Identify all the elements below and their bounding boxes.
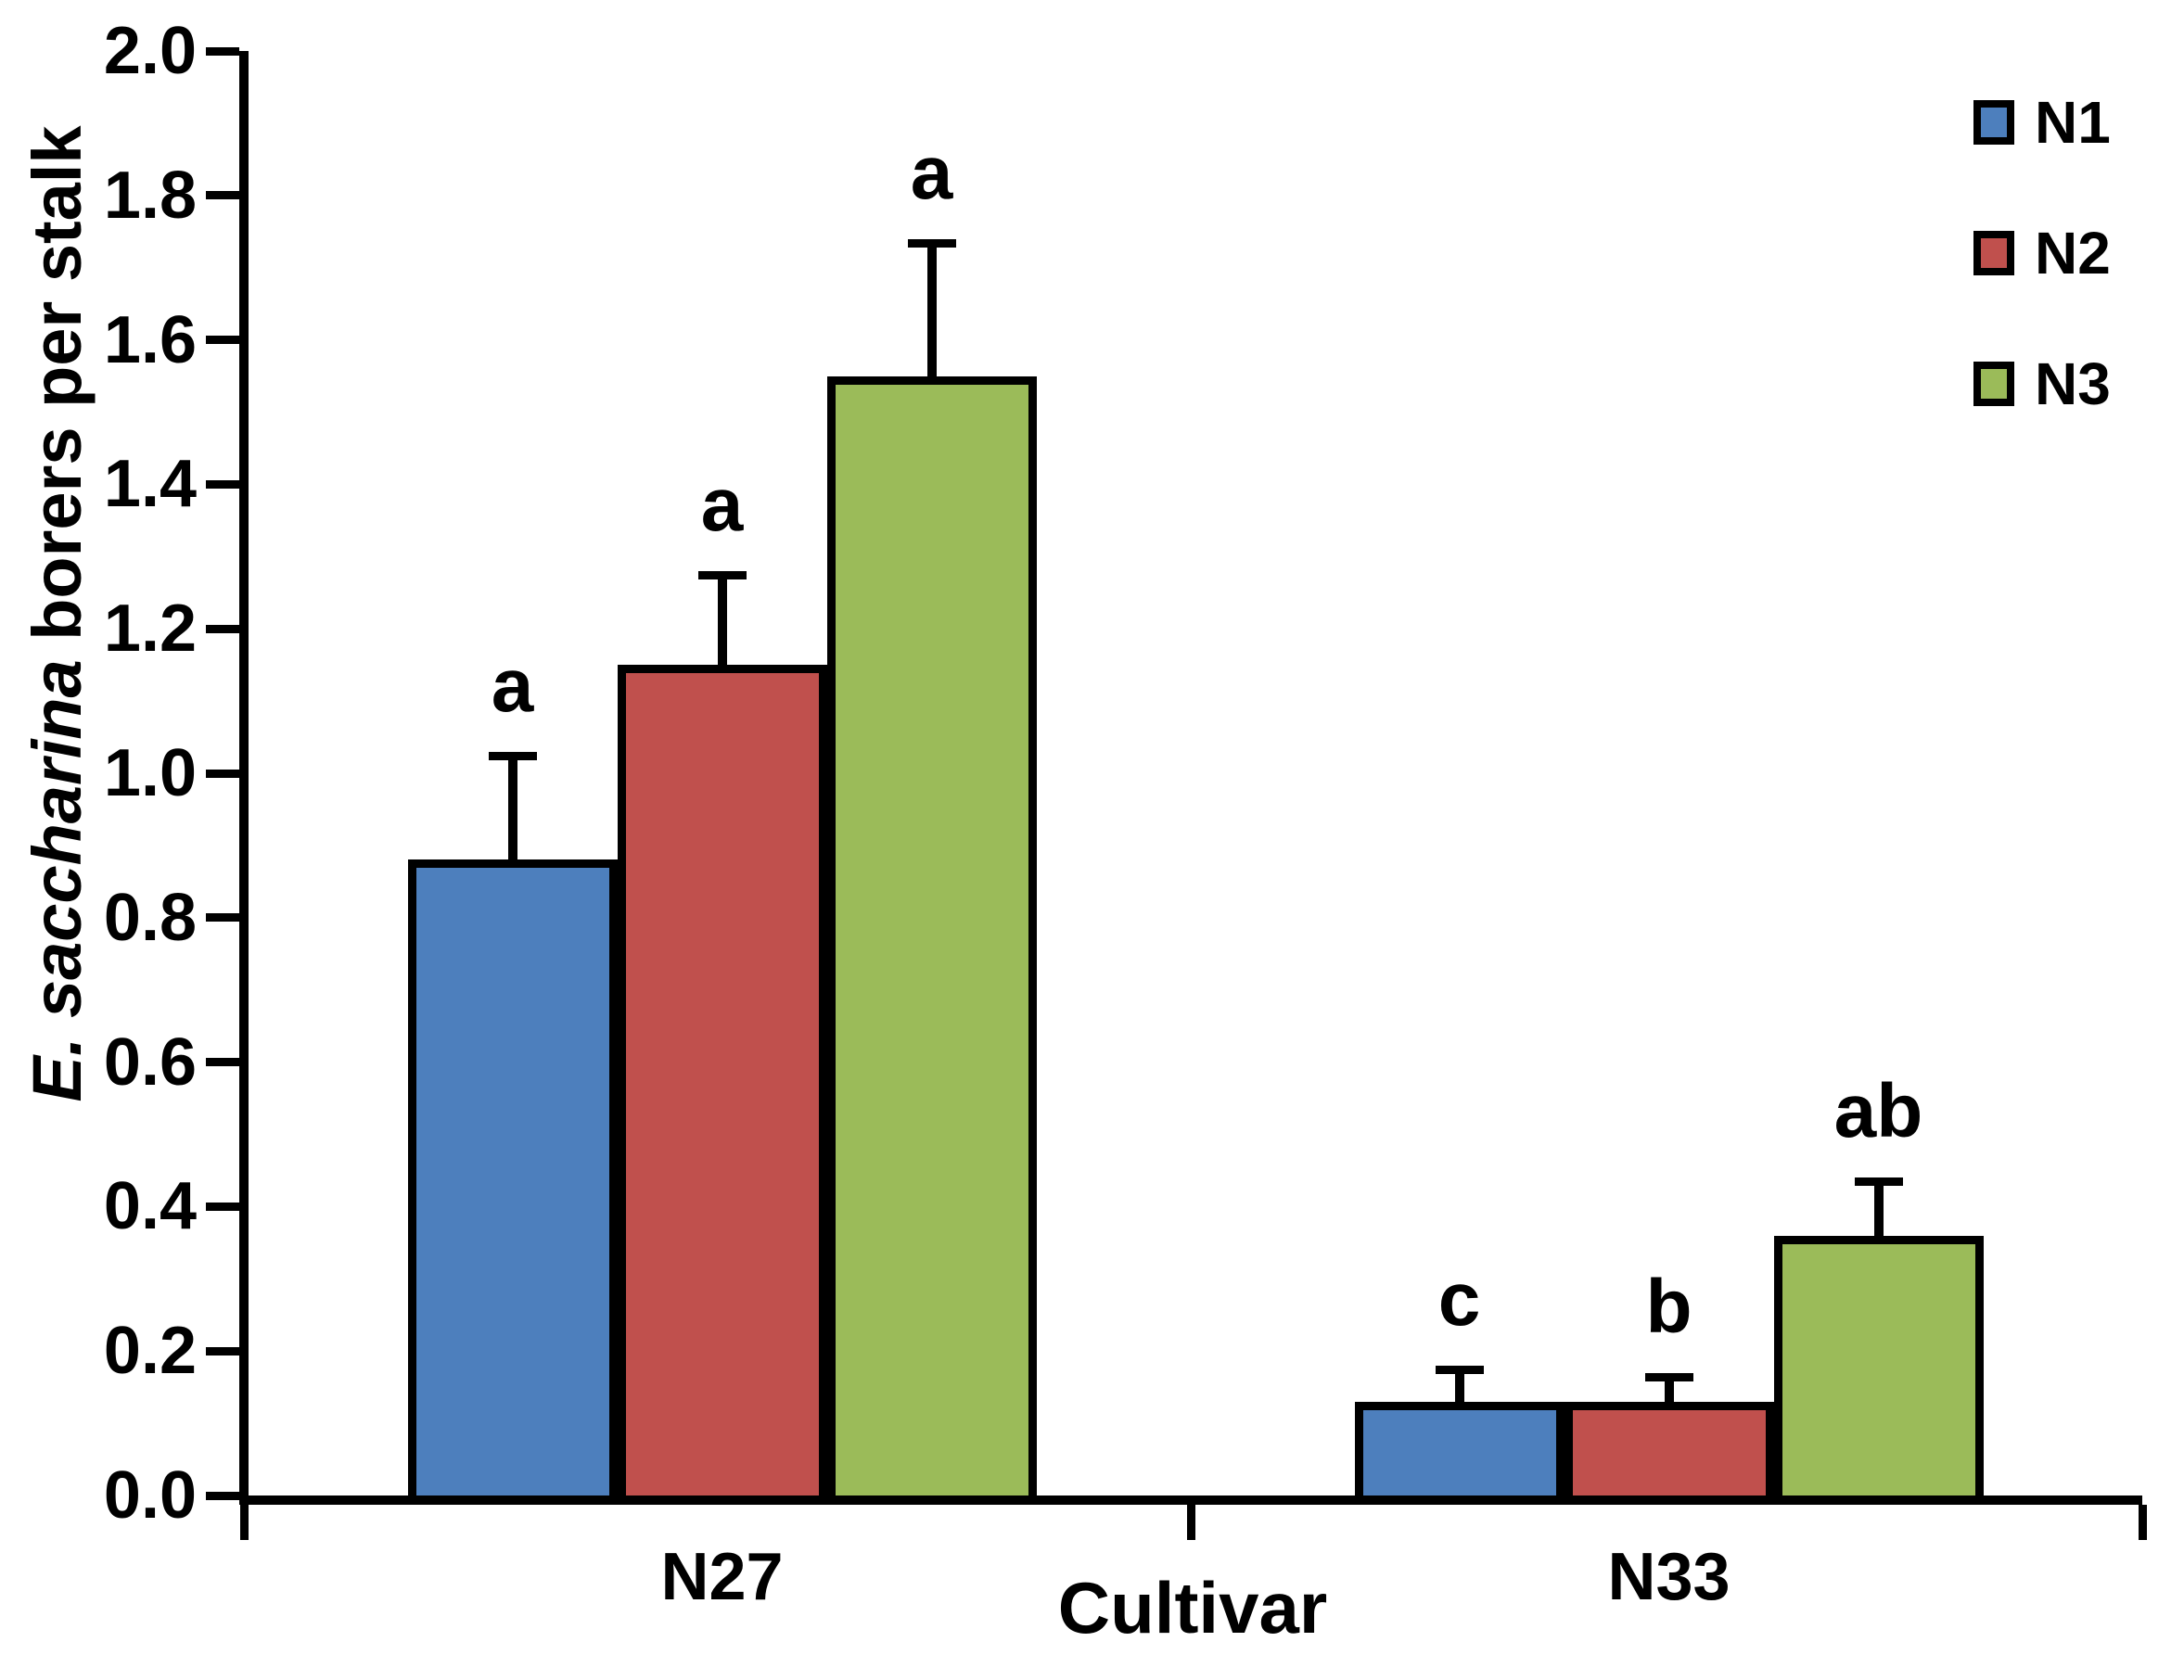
category-label-N33: N33	[1607, 1540, 1731, 1614]
legend-item-N3: N3	[1973, 350, 2111, 417]
y-axis-tick	[206, 336, 239, 345]
y-axis-tick-label: 1.4	[103, 447, 197, 522]
legend-swatch-N1	[1973, 100, 2014, 145]
bar-N27-N1	[407, 859, 618, 1495]
y-axis-tick	[206, 1058, 239, 1067]
category-label-N27: N27	[660, 1540, 784, 1614]
error-bar-N27-N3	[926, 238, 937, 378]
significance-letter-N27-N1: a	[491, 643, 534, 728]
plot-area: a a a c b ab	[239, 51, 2142, 1505]
legend-swatch-N3	[1973, 362, 2014, 406]
bar-N27-N2	[617, 665, 827, 1495]
significance-letter-N33-N1: c	[1437, 1256, 1481, 1342]
error-bar-N33-N2	[1664, 1372, 1674, 1404]
legend-label-N3: N3	[2035, 350, 2111, 417]
y-axis-tick-label: 1.2	[103, 592, 197, 667]
error-bar-cap-N33-N3	[1854, 1177, 1903, 1187]
legend: N1 N2 N3	[1973, 89, 2111, 492]
bar-N33-N2	[1564, 1401, 1774, 1495]
y-axis-tick-label: 0.0	[103, 1458, 197, 1533]
error-bar-N27-N1	[507, 751, 517, 862]
error-bar-N27-N2	[717, 570, 727, 668]
significance-letter-N27-N2: a	[700, 462, 744, 547]
y-axis-tick	[206, 479, 239, 489]
y-axis-tick	[206, 1346, 239, 1355]
legend-swatch-N2	[1973, 231, 2014, 275]
legend-label-N2: N2	[2035, 220, 2111, 286]
x-axis-title: Cultivar	[1057, 1567, 1328, 1648]
x-axis-tick	[2138, 1505, 2147, 1540]
y-axis-tick	[206, 769, 239, 778]
y-axis-tick	[206, 913, 239, 923]
y-axis-tick	[206, 1491, 239, 1500]
significance-letter-N27-N3: a	[910, 130, 953, 215]
bar-N27-N3	[826, 375, 1037, 1495]
legend-item-N2: N2	[1973, 220, 2111, 286]
error-bar-cap-N27-N2	[697, 570, 747, 579]
error-bar-cap-N33-N2	[1644, 1372, 1693, 1381]
y-axis-tick-label: 1.6	[103, 302, 197, 377]
legend-label-N1: N1	[2035, 89, 2111, 156]
y-axis-tick-label: 0.6	[103, 1025, 197, 1100]
significance-letter-N33-N2: b	[1645, 1264, 1692, 1349]
y-axis-tick	[206, 46, 239, 56]
error-bar-cap-N27-N1	[488, 751, 537, 760]
significance-letter-N33-N3: ab	[1833, 1069, 1923, 1154]
y-axis-tick-label: 1.0	[103, 736, 197, 810]
error-bar-N33-N3	[1873, 1177, 1884, 1238]
y-axis-tick	[206, 191, 239, 200]
legend-item-N1: N1	[1973, 89, 2111, 156]
y-axis-tick-label: 0.2	[103, 1314, 197, 1389]
y-axis-tick	[206, 624, 239, 633]
y-axis-tick-label: 2.0	[103, 14, 197, 88]
y-axis-tick	[206, 1202, 239, 1211]
y-axis-tick-label: 1.8	[103, 158, 197, 233]
error-bar-N33-N1	[1454, 1365, 1464, 1404]
error-bar-cap-N33-N1	[1435, 1365, 1484, 1374]
x-axis-tick	[239, 1505, 249, 1540]
y-axis-tick-label: 0.8	[103, 880, 197, 955]
bar-N33-N3	[1773, 1235, 1984, 1495]
error-bar-cap-N27-N3	[907, 238, 956, 248]
bar-N33-N1	[1354, 1401, 1565, 1495]
x-axis-tick	[1186, 1505, 1195, 1540]
y-axis-tick-label: 0.4	[103, 1169, 197, 1244]
